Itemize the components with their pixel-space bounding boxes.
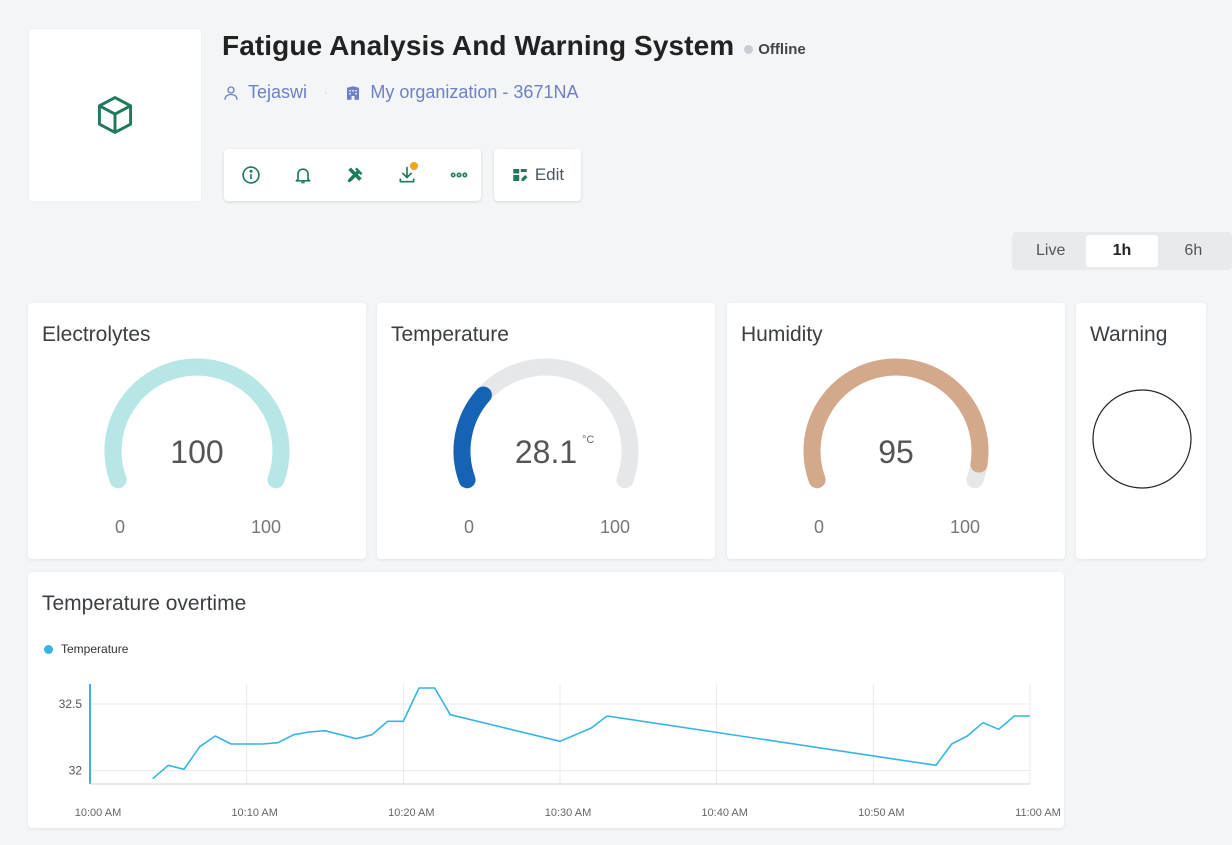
gauge-fill — [803, 358, 989, 489]
chart-legend: Temperature — [44, 642, 128, 656]
info-icon — [242, 166, 260, 184]
gauge-max-label: 100 — [251, 517, 281, 537]
series-line-temperature — [152, 687, 1030, 780]
thing-toolbar — [224, 149, 481, 201]
edit-label: Edit — [534, 165, 565, 184]
humidity-gauge: 95 0 100 — [803, 358, 989, 537]
electrolytes-gauge: 100 0 100 — [104, 358, 290, 537]
y-tick-label: 32 — [69, 764, 83, 778]
organization-link[interactable]: My organization - 3671NA — [344, 82, 578, 103]
tools-icon — [347, 167, 363, 183]
meta-row: Tejaswi · My organization - 3671NA — [222, 82, 578, 103]
notifications-button[interactable] — [290, 162, 316, 188]
thing-thumbnail — [28, 28, 202, 202]
gauge-fill — [453, 386, 492, 489]
widget-title: Electrolytes — [42, 323, 151, 346]
range-option-live[interactable]: Live — [1035, 242, 1066, 259]
cube-icon — [97, 96, 133, 134]
x-tick-label: 10:00 AM — [75, 807, 121, 819]
widget-title: Humidity — [741, 323, 823, 346]
x-tick-label: 10:50 AM — [858, 807, 904, 819]
humidity-widget[interactable]: Humidity 95 0 100 — [727, 303, 1065, 559]
status-text: Offline — [758, 40, 806, 58]
title-row: Fatigue Analysis And Warning System Offl… — [222, 30, 806, 62]
download-icon — [399, 166, 415, 183]
notification-badge — [410, 162, 418, 170]
warning-indicator-led — [1092, 389, 1192, 489]
bell-icon — [295, 168, 311, 184]
gauge-max-label: 100 — [600, 517, 630, 537]
gauge-min-label: 0 — [814, 517, 824, 537]
temperature-gauge: 28.1 °C 0 100 — [453, 358, 639, 537]
user-icon — [224, 85, 238, 100]
range-option-1h[interactable]: 1h — [1086, 235, 1158, 267]
meta-separator: · — [323, 83, 329, 101]
tools-button[interactable] — [342, 162, 368, 188]
status-dot-icon — [744, 44, 754, 54]
gauge-value: 100 — [170, 434, 223, 470]
chart-title: Temperature overtime — [42, 592, 247, 615]
gauge-value: 28.1 — [515, 434, 577, 470]
organization-name: My organization - 3671NA — [370, 82, 579, 102]
download-button[interactable] — [394, 162, 420, 188]
gauge-value: 95 — [878, 434, 914, 470]
owner-link[interactable]: Tejaswi — [222, 82, 307, 103]
electrolytes-widget[interactable]: Electrolytes 100 0 100 — [28, 303, 366, 559]
more-options-button[interactable] — [446, 162, 472, 188]
y-tick-label: 32.5 — [59, 697, 83, 711]
edit-button[interactable]: Edit — [494, 149, 581, 201]
gauge-unit: °C — [582, 434, 594, 446]
building-icon — [347, 85, 360, 100]
owner-name: Tejaswi — [248, 82, 308, 102]
x-tick-label: 11:00 AM — [1015, 807, 1061, 819]
legend-dot — [44, 644, 53, 654]
widget-title: Warning — [1090, 323, 1168, 346]
page-title: Fatigue Analysis And Warning System — [222, 30, 735, 61]
status-badge: Offline — [744, 41, 806, 58]
gauge-min-label: 0 — [464, 517, 474, 537]
x-tick-label: 10:40 AM — [701, 807, 747, 819]
temperature-line-chart[interactable]: 10:00 AM 10:10 AM 10:20 AM 10:30 AM 10:40 AM… — [28, 572, 1064, 828]
x-tick-label: 10:20 AM — [388, 807, 434, 819]
widget-title: Temperature — [391, 323, 509, 346]
gauge-max-label: 100 — [950, 517, 980, 537]
x-tick-label: 10:10 AM — [231, 807, 277, 819]
gauge-min-label: 0 — [115, 517, 125, 537]
edit-dashboard-icon — [513, 169, 528, 181]
temperature-widget[interactable]: Temperature 28.1 °C 0 100 — [377, 303, 715, 559]
x-tick-label: 10:30 AM — [545, 807, 591, 819]
more-icon — [450, 172, 468, 178]
legend-label: Temperature — [61, 642, 129, 656]
warning-widget[interactable]: Warning — [1076, 303, 1206, 559]
gauge-fill — [104, 358, 290, 489]
range-option-6h[interactable]: 6h — [1184, 242, 1203, 259]
info-button[interactable] — [238, 162, 264, 188]
time-range-toggle: Live 1h 6h — [1012, 232, 1232, 270]
temperature-chart-widget[interactable]: Temperature overtime Temperature 10:00 A… — [28, 572, 1064, 828]
